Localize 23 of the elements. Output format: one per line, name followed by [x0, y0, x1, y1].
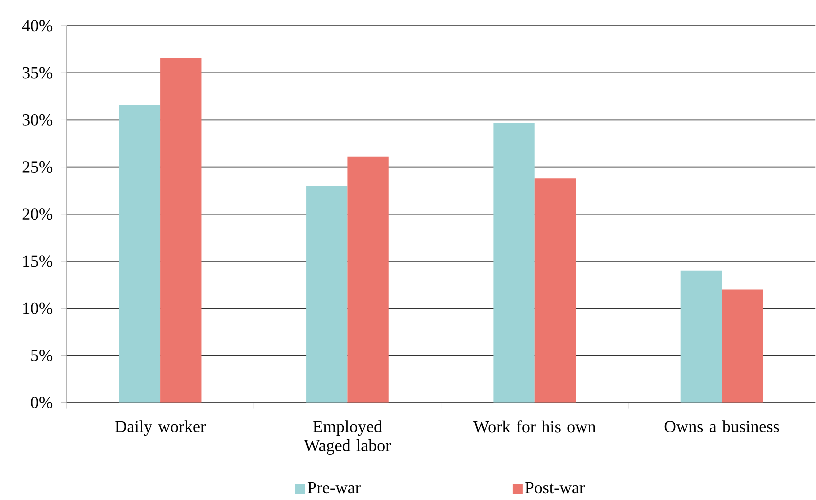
bar	[348, 156, 389, 403]
y-tick-label: 10%	[24, 302, 53, 314]
bar	[119, 105, 161, 403]
y-tick-label: 25%	[22, 162, 53, 174]
bar	[534, 178, 576, 403]
legend-label: Post-war	[525, 482, 585, 494]
bar	[680, 270, 722, 403]
bar	[722, 290, 764, 403]
y-tick-label: 15%	[24, 256, 53, 268]
y-tick-label: 35%	[22, 67, 53, 79]
bar	[494, 123, 535, 403]
y-tick-label: 5%	[32, 350, 53, 362]
bar	[306, 186, 348, 403]
legend-label: Pre-war	[308, 482, 361, 494]
y-tick-label: 30%	[22, 114, 53, 126]
bar	[160, 58, 202, 403]
y-tick-label: 20%	[22, 208, 53, 220]
x-tick-label: Employed Waged labor	[304, 420, 392, 455]
y-tick-label: 40%	[22, 20, 53, 32]
x-tick-label: Daily worker	[115, 420, 206, 436]
x-tick-label: Work for his own	[474, 420, 596, 433]
y-tick-label: 0%	[31, 397, 53, 409]
x-tick-label: Owns a business	[664, 420, 780, 433]
